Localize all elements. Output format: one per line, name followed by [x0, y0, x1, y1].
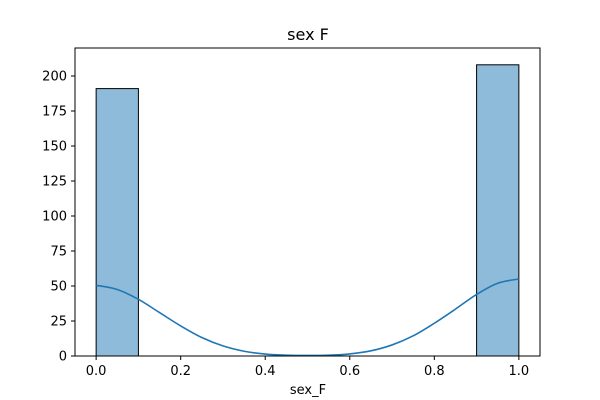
plot-frame	[74, 47, 541, 357]
chart-title: sex F	[287, 25, 329, 44]
histogram-bar-9	[476, 64, 520, 357]
x-tick-label: 0.4	[255, 364, 276, 379]
y-tick-label: 200	[42, 70, 67, 85]
y-tick-label: 75	[50, 245, 67, 260]
x-axis: 0.0 0.2 0.4 0.6 0.8 1.0	[86, 356, 529, 379]
x-axis-label: sex_F	[290, 383, 326, 398]
kde-layer	[95, 278, 520, 357]
kde-curve	[95, 278, 520, 357]
y-tick-label: 0	[59, 350, 67, 365]
bars-layer	[95, 64, 520, 357]
y-axis: 0 25 50 75 100 125 150 175 200	[42, 70, 75, 365]
x-tick-label: 0.0	[86, 364, 107, 379]
y-tick-label: 25	[50, 315, 67, 330]
histogram-bar-0	[95, 88, 139, 357]
y-tick-label: 50	[50, 280, 67, 295]
x-tick-label: 0.8	[424, 364, 445, 379]
x-tick-label: 0.2	[170, 364, 191, 379]
x-tick-label: 1.0	[509, 364, 530, 379]
y-tick-label: 125	[42, 175, 67, 190]
y-tick-label: 150	[42, 140, 67, 155]
y-tick-label: 175	[42, 105, 67, 120]
x-tick-label: 0.6	[339, 364, 360, 379]
y-tick-label: 100	[42, 210, 67, 225]
